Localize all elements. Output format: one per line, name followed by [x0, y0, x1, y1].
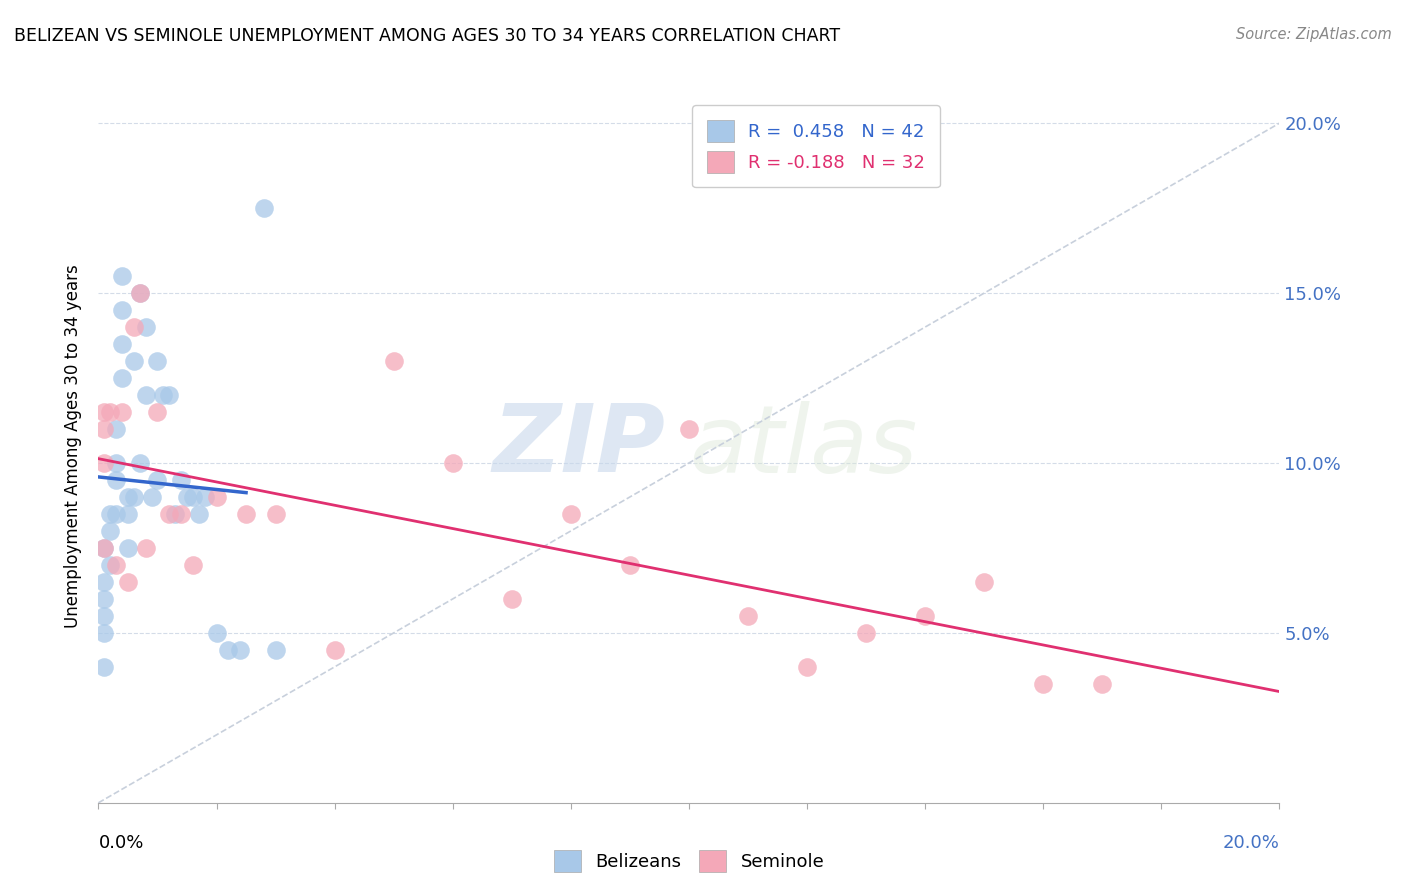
Point: [93, 422, 115, 436]
Point: [98, 524, 121, 538]
Point: [973, 574, 995, 589]
Point: [1032, 677, 1054, 691]
Point: [128, 286, 150, 301]
Point: [122, 490, 145, 504]
Point: [737, 608, 759, 623]
Point: [93, 541, 115, 555]
Point: [560, 507, 582, 521]
Point: [105, 507, 128, 521]
Point: [111, 405, 134, 419]
Point: [441, 456, 464, 470]
Point: [93, 608, 115, 623]
Point: [796, 660, 818, 674]
Point: [105, 558, 128, 572]
Point: [93, 574, 115, 589]
Text: Source: ZipAtlas.com: Source: ZipAtlas.com: [1236, 27, 1392, 42]
Point: [229, 643, 252, 657]
Point: [135, 320, 157, 334]
Point: [111, 337, 134, 351]
Point: [170, 473, 193, 487]
Point: [678, 422, 700, 436]
Legend: Belizeans, Seminole: Belizeans, Seminole: [547, 843, 831, 880]
Point: [122, 354, 145, 368]
Point: [146, 354, 169, 368]
Point: [105, 422, 128, 436]
Point: [117, 541, 139, 555]
Point: [98, 405, 121, 419]
Point: [152, 388, 174, 402]
Point: [235, 507, 257, 521]
Point: [855, 626, 877, 640]
Y-axis label: Unemployment Among Ages 30 to 34 years: Unemployment Among Ages 30 to 34 years: [65, 264, 83, 628]
Point: [93, 456, 115, 470]
Point: [157, 507, 180, 521]
Point: [128, 456, 150, 470]
Point: [98, 507, 121, 521]
Point: [205, 626, 228, 640]
Point: [122, 320, 145, 334]
Point: [181, 490, 204, 504]
Point: [93, 591, 115, 606]
Point: [165, 507, 187, 521]
Text: ZIP: ZIP: [492, 400, 665, 492]
Point: [146, 405, 169, 419]
Point: [914, 608, 936, 623]
Point: [93, 660, 115, 674]
Point: [264, 507, 287, 521]
Point: [111, 371, 134, 385]
Point: [382, 354, 405, 368]
Text: BELIZEAN VS SEMINOLE UNEMPLOYMENT AMONG AGES 30 TO 34 YEARS CORRELATION CHART: BELIZEAN VS SEMINOLE UNEMPLOYMENT AMONG …: [14, 27, 841, 45]
Point: [117, 507, 139, 521]
Point: [217, 643, 239, 657]
Point: [141, 490, 163, 504]
Text: 0.0%: 0.0%: [98, 834, 143, 852]
Point: [117, 574, 139, 589]
Point: [205, 490, 228, 504]
Point: [98, 558, 121, 572]
Point: [187, 507, 209, 521]
Point: [93, 405, 115, 419]
Point: [501, 591, 523, 606]
Point: [253, 201, 276, 215]
Point: [93, 626, 115, 640]
Point: [181, 558, 204, 572]
Text: atlas: atlas: [689, 401, 917, 491]
Point: [157, 388, 180, 402]
Point: [264, 643, 287, 657]
Point: [146, 473, 169, 487]
Point: [135, 541, 157, 555]
Point: [111, 303, 134, 318]
Point: [323, 643, 346, 657]
Point: [105, 456, 128, 470]
Point: [135, 388, 157, 402]
Point: [619, 558, 641, 572]
Point: [105, 473, 128, 487]
Point: [194, 490, 217, 504]
Point: [170, 507, 193, 521]
Point: [1091, 677, 1114, 691]
Point: [176, 490, 198, 504]
Point: [117, 490, 139, 504]
Point: [128, 286, 150, 301]
Point: [93, 541, 115, 555]
Text: 20.0%: 20.0%: [1223, 834, 1279, 852]
Point: [111, 269, 134, 284]
